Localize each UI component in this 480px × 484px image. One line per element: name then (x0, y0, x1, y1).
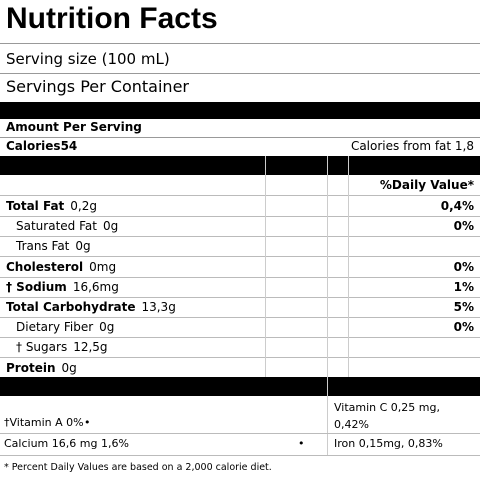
dv-header: %Daily Value* (379, 178, 474, 192)
nutrient-dv: 5% (453, 300, 474, 314)
nutrient: Trans Fat 0g (16, 236, 91, 256)
thick-bar (0, 102, 480, 119)
nutrient-amount: 0,2g (70, 199, 97, 213)
grid-line (348, 156, 349, 377)
nutrient-dv: 0% (453, 320, 474, 335)
nutrient-name: Trans Fat (16, 239, 70, 254)
amount-per-serving: Amount Per Serving (6, 120, 142, 134)
nutrient-amount: 0g (99, 320, 115, 335)
nutrient-row: Protein 0g (0, 358, 480, 379)
nutrient-row: † Sugars 12,5g (0, 337, 480, 359)
nutrient-amount: 0g (75, 239, 91, 254)
nutrient-row: † Sodium 16,6mg 1% (0, 277, 480, 298)
nutrient-dv: 0% (453, 219, 474, 234)
nutrient-row: Dietary Fiber 0g 0% (0, 317, 480, 339)
divider (0, 455, 480, 456)
nutrient: Total Fat 0,2g (6, 196, 97, 216)
nutrient: Saturated Fat 0g (16, 216, 118, 236)
serving-size: Serving size (100 mL) (6, 50, 170, 68)
vitamin-right: Iron 0,15mg, 0,83% (334, 437, 443, 450)
nutrient: Dietary Fiber 0g (16, 317, 114, 337)
divider (0, 73, 480, 74)
nutrient-amount: 12,5g (73, 340, 108, 355)
nutrient-row: Cholesterol 0mg 0% (0, 257, 480, 278)
bullet: • (84, 416, 91, 429)
nutrient-amount: 0mg (89, 259, 117, 274)
nutrient: † Sodium 16,6mg (6, 277, 119, 297)
nutrient-row: Total Fat 0,2g 0,4% (0, 196, 480, 217)
nutrient-row: Saturated Fat 0g 0% (0, 216, 480, 238)
grid-line (265, 156, 266, 377)
nutrient-row: Total Carbohydrate 13,3g 5% (0, 297, 480, 318)
nutrient-name: Saturated Fat (16, 219, 97, 234)
nutrient-name: † Sugars (16, 340, 68, 355)
bullet: • (298, 437, 305, 450)
nutrient: † Sugars 12,5g (16, 337, 108, 357)
nutrient: Total Carbohydrate 13,3g (6, 297, 176, 317)
nutrient: Protein 0g (6, 358, 77, 378)
nutrient-amount: 0g (102, 219, 119, 234)
thick-bar (0, 156, 480, 175)
nutrient-name: Protein (6, 360, 56, 375)
nutrient-row: Trans Fat 0g (0, 236, 480, 258)
nutrient-amount: 16,6mg (72, 279, 119, 294)
calories-label: Calories (6, 139, 61, 153)
divider (0, 137, 480, 138)
divider (0, 43, 480, 44)
nutrient-dv: 0% (453, 259, 474, 274)
nutrient-name: Cholesterol (6, 259, 84, 274)
nutrient-dv: 0,4% (440, 199, 474, 213)
nutrient-name: † Sodium (6, 279, 67, 294)
vitamin-left: †Vitamin A 0% (4, 416, 84, 429)
servings-per-container: Servings Per Container (6, 77, 189, 96)
vitamin-right: Vitamin C 0,25 mg, 0,42% (334, 401, 440, 431)
nutrient-amount: 0g (61, 360, 77, 375)
thick-bar (0, 377, 480, 396)
vitamin-left: Calcium 16,6 mg 1,6% (4, 437, 129, 450)
dv-header-row: %Daily Value* (0, 175, 480, 196)
nutrient-name: Total Fat (6, 199, 65, 213)
nutrient-name: Total Carbohydrate (6, 300, 136, 314)
footnote: * Percent Daily Values are based on a 2,… (4, 462, 272, 473)
calories-from-fat: Calories from fat 1,8 (350, 139, 474, 153)
nutrient-name: Dietary Fiber (16, 320, 94, 335)
nutrient-dv: 1% (453, 279, 474, 294)
nutrient: Cholesterol 0mg (6, 257, 116, 277)
calories-value: 54 (60, 139, 78, 153)
grid-line (327, 156, 328, 456)
calories: Calories54 (6, 139, 77, 153)
title: Nutrition Facts (6, 2, 218, 35)
nutrient-amount: 13,3g (141, 300, 176, 314)
divider (0, 433, 480, 434)
